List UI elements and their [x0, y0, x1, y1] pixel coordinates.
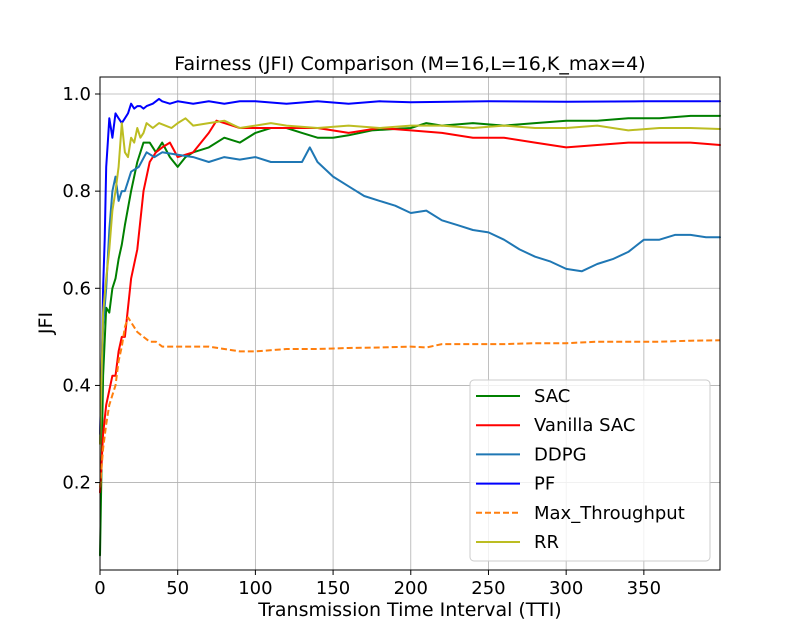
x-tick-label: 150 — [316, 578, 350, 599]
legend-label: DDPG — [534, 444, 587, 465]
y-tick-label: 0.2 — [62, 473, 91, 494]
legend: SAC Vanilla SAC DDPG PF Max_Throughput RR — [469, 379, 711, 562]
y-tick-label: 0.6 — [62, 278, 91, 299]
y-tick-label: 1.0 — [62, 84, 91, 105]
x-tick-label: 0 — [94, 578, 105, 599]
plot-frame — [99, 76, 721, 571]
legend-box — [469, 379, 711, 562]
y-axis-ticks: 0.2 0.4 0.6 0.8 1.0 — [62, 84, 100, 494]
x-axis-ticks: 0 50 100 150 200 250 300 350 — [94, 570, 661, 599]
y-tick-label: 0.8 — [62, 181, 91, 202]
series-line-max-throughput — [99, 316, 721, 488]
x-tick-label: 50 — [166, 578, 189, 599]
x-axis-label: Transmission Time Interval (TTI) — [257, 599, 561, 621]
series-line-rr — [99, 117, 721, 445]
legend-label: SAC — [534, 386, 570, 407]
x-tick-label: 350 — [627, 578, 661, 599]
y-tick-label: 0.4 — [62, 375, 91, 396]
series-line-vanilla-sac — [99, 119, 721, 494]
series-line-pf — [99, 97, 721, 435]
series-line-ddpg — [99, 146, 721, 445]
x-tick-label: 200 — [394, 578, 428, 599]
legend-label: PF — [534, 474, 555, 495]
legend-label: Vanilla SAC — [534, 415, 635, 436]
series-lines — [99, 97, 721, 557]
y-axis-label: JFI — [35, 312, 57, 335]
chart-title: Fairness (JFI) Comparison (M=16,L=16,K_m… — [174, 53, 645, 75]
legend-label: Max_Throughput — [534, 503, 685, 524]
legend-label: RR — [534, 532, 559, 553]
x-tick-label: 100 — [238, 578, 272, 599]
x-tick-label: 300 — [549, 578, 583, 599]
x-tick-label: 250 — [471, 578, 505, 599]
